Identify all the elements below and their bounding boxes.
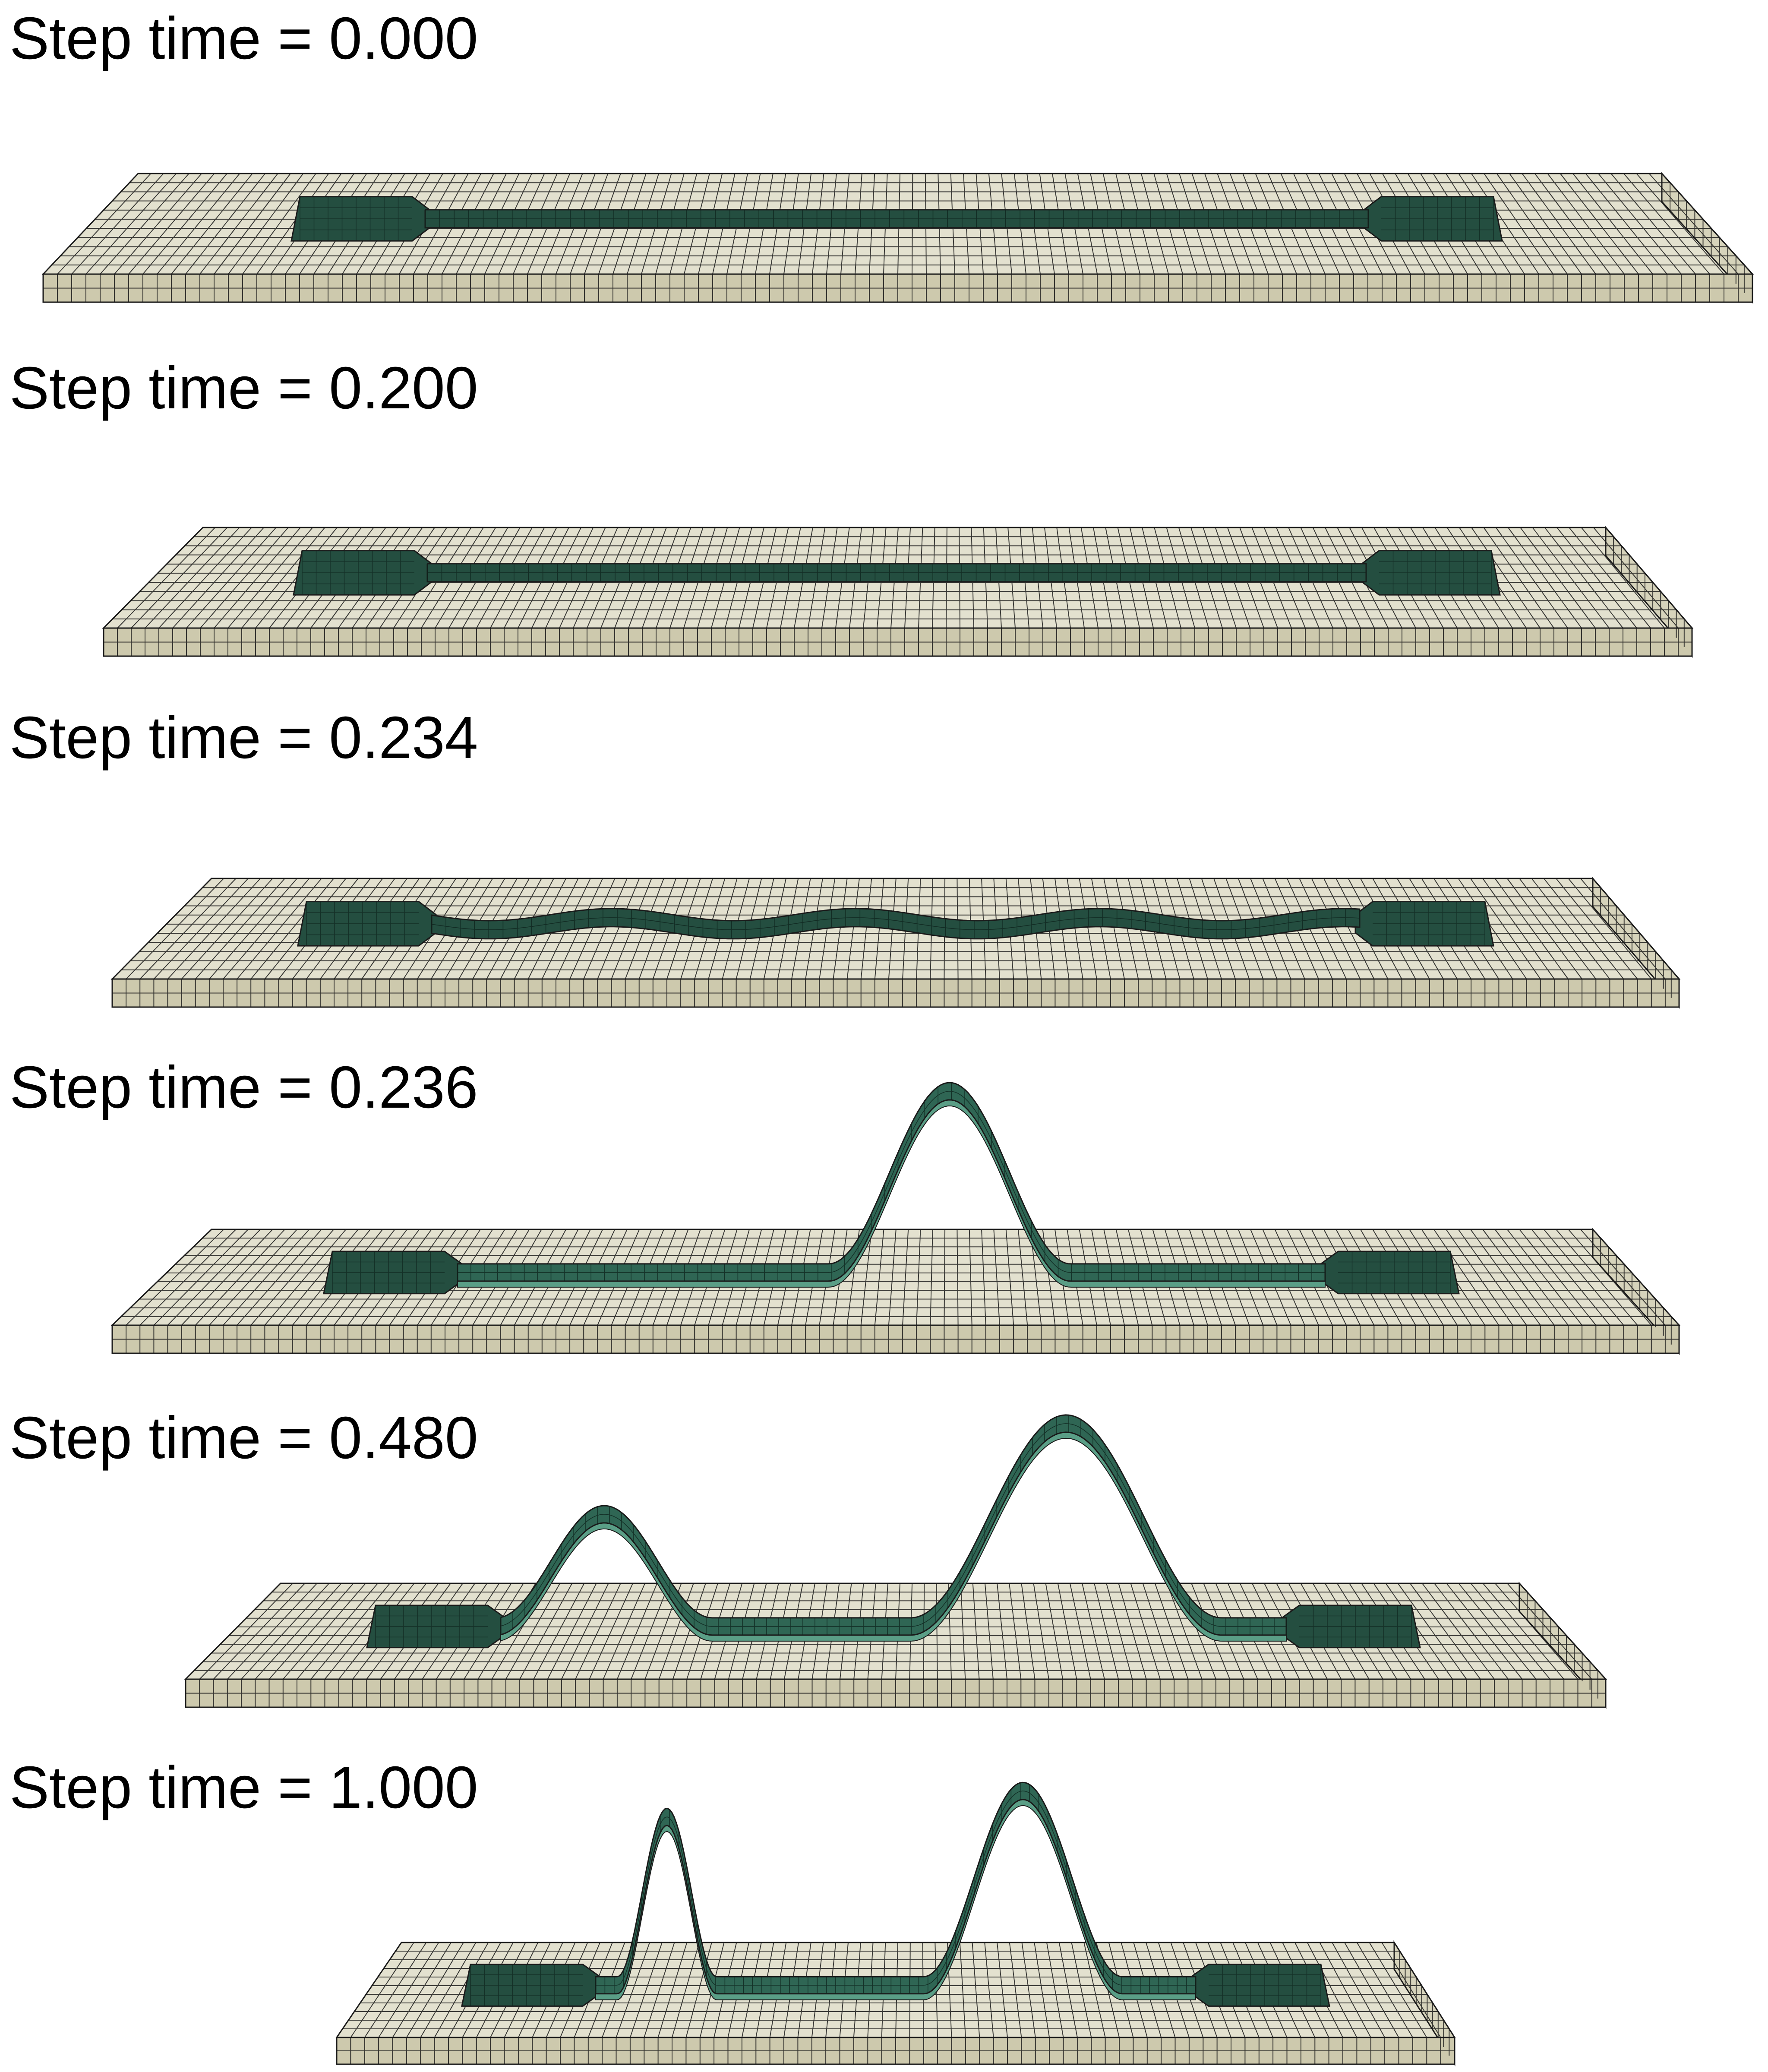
frame-label-1: Step time = 0.200 [9, 355, 478, 421]
frame-label-3: Step time = 0.236 [9, 1054, 478, 1121]
simulation-frame-1 [102, 525, 1694, 658]
simulation-frame-5 [335, 1781, 1456, 2067]
frame-label-2: Step time = 0.234 [9, 704, 478, 771]
frame-label-5: Step time = 1.000 [9, 1754, 478, 1821]
simulation-frame-2 [110, 876, 1681, 1009]
frame-label-4: Step time = 0.480 [9, 1405, 478, 1471]
simulation-frame-3 [110, 1082, 1681, 1355]
frame-label-0: Step time = 0.000 [9, 5, 478, 72]
simulation-frame-4 [184, 1414, 1607, 1709]
simulation-frame-0 [41, 172, 1754, 304]
